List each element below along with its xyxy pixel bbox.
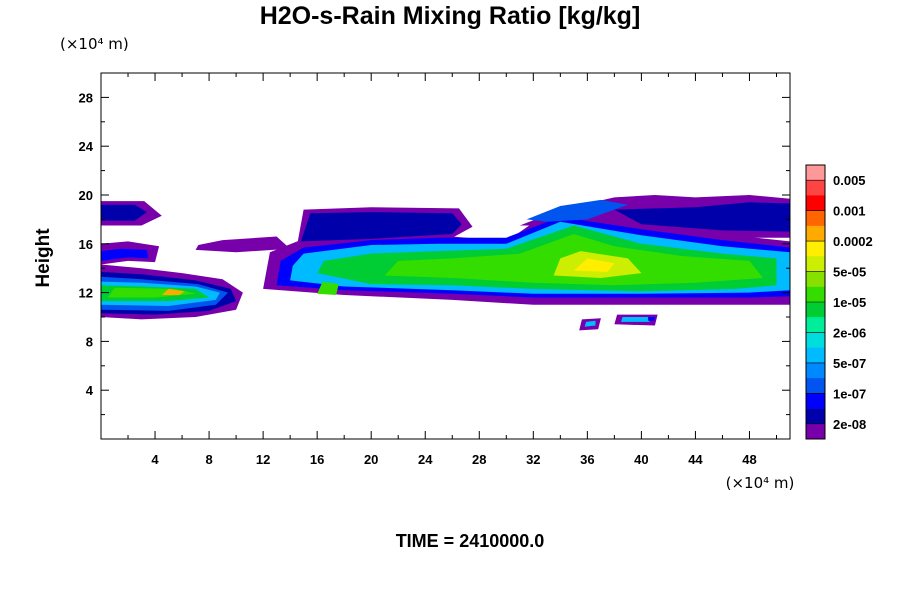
colorbar-swatch bbox=[806, 378, 825, 394]
colorbar: 0.005 0.001 0.0002 5e-05 1e-05 2e-06 5e-07 1e-0… bbox=[805, 164, 873, 440]
colorbar-swatch bbox=[806, 423, 825, 440]
colorbar-swatch bbox=[806, 362, 825, 379]
y-axis-label: Height bbox=[33, 228, 54, 288]
y-tick-label: 28 bbox=[79, 90, 93, 105]
colorbar-swatch bbox=[806, 332, 825, 348]
x-tick-label: 12 bbox=[256, 452, 270, 467]
colorbar-swatch bbox=[806, 271, 825, 288]
x-tick-label: 40 bbox=[634, 452, 648, 467]
colorbar-swatch bbox=[806, 256, 825, 272]
colorbar-label: 2e-08 bbox=[833, 417, 866, 432]
x-tick-label: 36 bbox=[580, 452, 594, 467]
colorbar-label: 5e-07 bbox=[833, 356, 866, 371]
colorbar-swatch bbox=[806, 165, 825, 181]
contour-region-28 bbox=[621, 317, 650, 322]
colorbar-label: 5e-05 bbox=[833, 265, 866, 280]
y-tick-label: 4 bbox=[86, 383, 94, 398]
colorbar-swatch bbox=[806, 302, 825, 318]
colorbar-label: 0.001 bbox=[833, 204, 866, 219]
y-tick-label: 24 bbox=[79, 139, 94, 154]
colorbar-swatch bbox=[806, 180, 825, 196]
x-tick-label: 20 bbox=[364, 452, 378, 467]
colorbar-swatch bbox=[806, 195, 825, 211]
colorbar-label: 0.0002 bbox=[833, 234, 873, 249]
contour-region-18 bbox=[526, 199, 628, 222]
colorbar-swatch bbox=[806, 408, 825, 425]
contour-region-26 bbox=[584, 320, 596, 327]
y-tick-label: 12 bbox=[79, 286, 93, 301]
x-tick-label: 48 bbox=[742, 452, 756, 467]
x-tick-label: 32 bbox=[526, 452, 540, 467]
colorbar-swatch bbox=[806, 225, 825, 242]
y-tick-label: 20 bbox=[79, 188, 93, 203]
colorbar-swatch bbox=[806, 241, 825, 257]
colorbar-label: 1e-05 bbox=[833, 295, 866, 310]
contour-region-16 bbox=[614, 202, 790, 232]
x-tick-label: 4 bbox=[151, 452, 159, 467]
colorbar-swatch bbox=[806, 210, 825, 227]
contour-region-8 bbox=[161, 288, 185, 295]
contour-region-24 bbox=[317, 281, 339, 295]
x-tick-label: 8 bbox=[205, 452, 212, 467]
colorbar-swatch bbox=[806, 393, 825, 409]
x-tick-label: 44 bbox=[688, 452, 703, 467]
contour-regions bbox=[101, 195, 791, 331]
y-tick-label: 8 bbox=[86, 334, 93, 349]
chart-title: H2O-s-Rain Mixing Ratio [kg/kg] bbox=[259, 2, 641, 30]
plot-frame bbox=[100, 72, 791, 440]
contour-region-15 bbox=[300, 212, 462, 242]
x-tick-label: 16 bbox=[310, 452, 324, 467]
x-unit-label: (×10⁴ m) bbox=[726, 474, 795, 492]
y-unit-label: (×10⁴ m) bbox=[60, 35, 129, 53]
colorbar-label: 0.005 bbox=[833, 173, 866, 188]
x-tick-label: 28 bbox=[472, 452, 486, 467]
time-label: TIME = 2410000.0 bbox=[395, 531, 545, 551]
colorbar-swatch bbox=[806, 317, 825, 333]
contour-region-1 bbox=[101, 204, 147, 221]
y-tick-label: 16 bbox=[79, 237, 93, 252]
colorbar-label: 1e-07 bbox=[833, 386, 866, 401]
contour-region-23 bbox=[573, 258, 615, 272]
contour-region-29 bbox=[648, 317, 655, 321]
contour-region-11 bbox=[195, 236, 291, 253]
x-tick-label: 24 bbox=[418, 452, 433, 467]
colorbar-swatch bbox=[806, 347, 825, 364]
colorbar-label: 2e-06 bbox=[833, 325, 866, 340]
colorbar-swatch bbox=[806, 286, 825, 303]
contour-region-10 bbox=[101, 248, 149, 261]
